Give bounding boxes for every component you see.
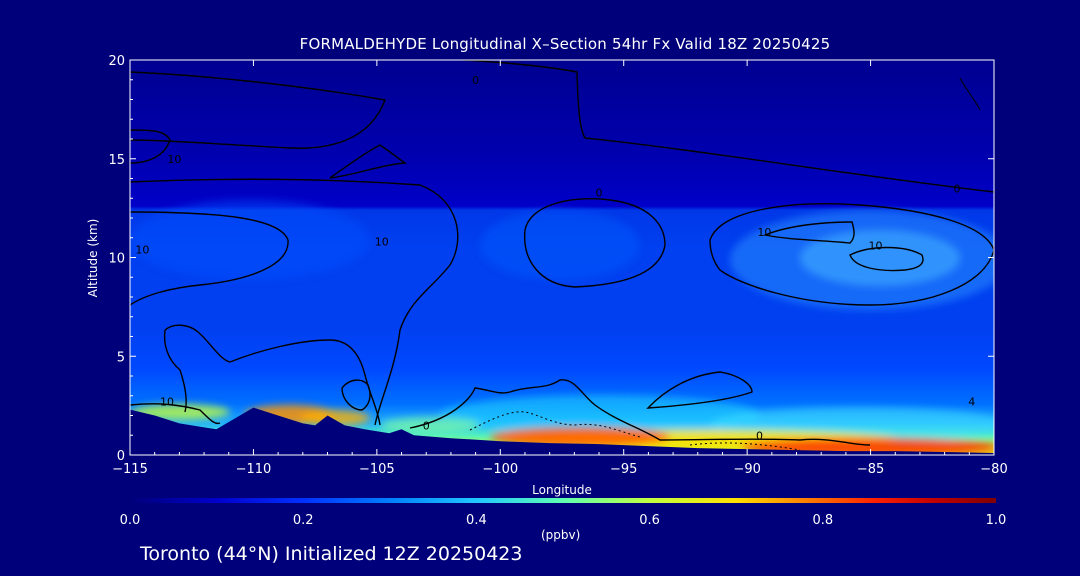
x-tick-label: −100 [482,462,518,477]
concentration-field: 0 0 0 0 0 10 10 10 10 10 10 4 [130,60,994,455]
y-tick-label: 20 [108,54,125,69]
x-tick-label: −115 [112,462,148,477]
colorbar-tick-label: 0.4 [466,513,487,528]
colorbar [130,498,996,503]
colorbar-tick-label: 0.6 [639,513,660,528]
colorbar-tick-label: 0.2 [293,513,314,528]
footer-caption: Toronto (44°N) Initialized 12Z 20250423 [140,543,523,565]
x-tick-label: −80 [980,462,1007,477]
contour-label: 10 [167,153,181,166]
y-tick-label: 0 [117,449,125,464]
y-tick-label: 5 [117,350,125,365]
contour-labels: 0 0 0 0 0 10 10 10 10 10 10 4 [135,74,975,443]
x-tick-label: −105 [359,462,395,477]
contour-label: 0 [756,429,763,442]
contour-lines [130,60,994,451]
contour-label: 4 [968,396,975,409]
contour-label: 10 [757,226,771,239]
contour-label: 0 [953,182,960,195]
y-axis: 0 5 10 15 20 [108,54,994,464]
colorbar-tick-label: 0.8 [812,513,833,528]
colorbar-tick-label: 0.0 [120,513,141,528]
colorbar-ticks: 0.0 0.2 0.4 0.6 0.8 1.0 [120,513,1007,528]
y-tick-label: 10 [108,252,125,267]
x-axis-label: Longitude [532,483,592,497]
x-tick-label: −95 [610,462,637,477]
contour-label: 0 [596,186,603,199]
contour-label: 10 [160,396,174,409]
x-tick-label: −85 [857,462,884,477]
chart-title: FORMALDEHYDE Longitudinal X–Section 54hr… [299,35,831,53]
y-axis-label: Altitude (km) [86,219,100,298]
contour-label: 10 [869,240,883,253]
terrain [130,407,994,455]
colorbar-tick-label: 1.0 [986,513,1007,528]
x-axis: −115 −110 −105 −100 −95 −90 −85 −80 [112,60,1008,477]
y-tick-label: 15 [108,153,125,168]
contour-label: 10 [375,236,389,249]
contour-label: 0 [423,419,430,432]
contour-label: 0 [472,74,479,87]
colorbar-unit: (ppbv) [541,528,581,542]
contour-label: 10 [135,244,149,257]
x-tick-label: −90 [733,462,760,477]
x-tick-label: −110 [236,462,272,477]
